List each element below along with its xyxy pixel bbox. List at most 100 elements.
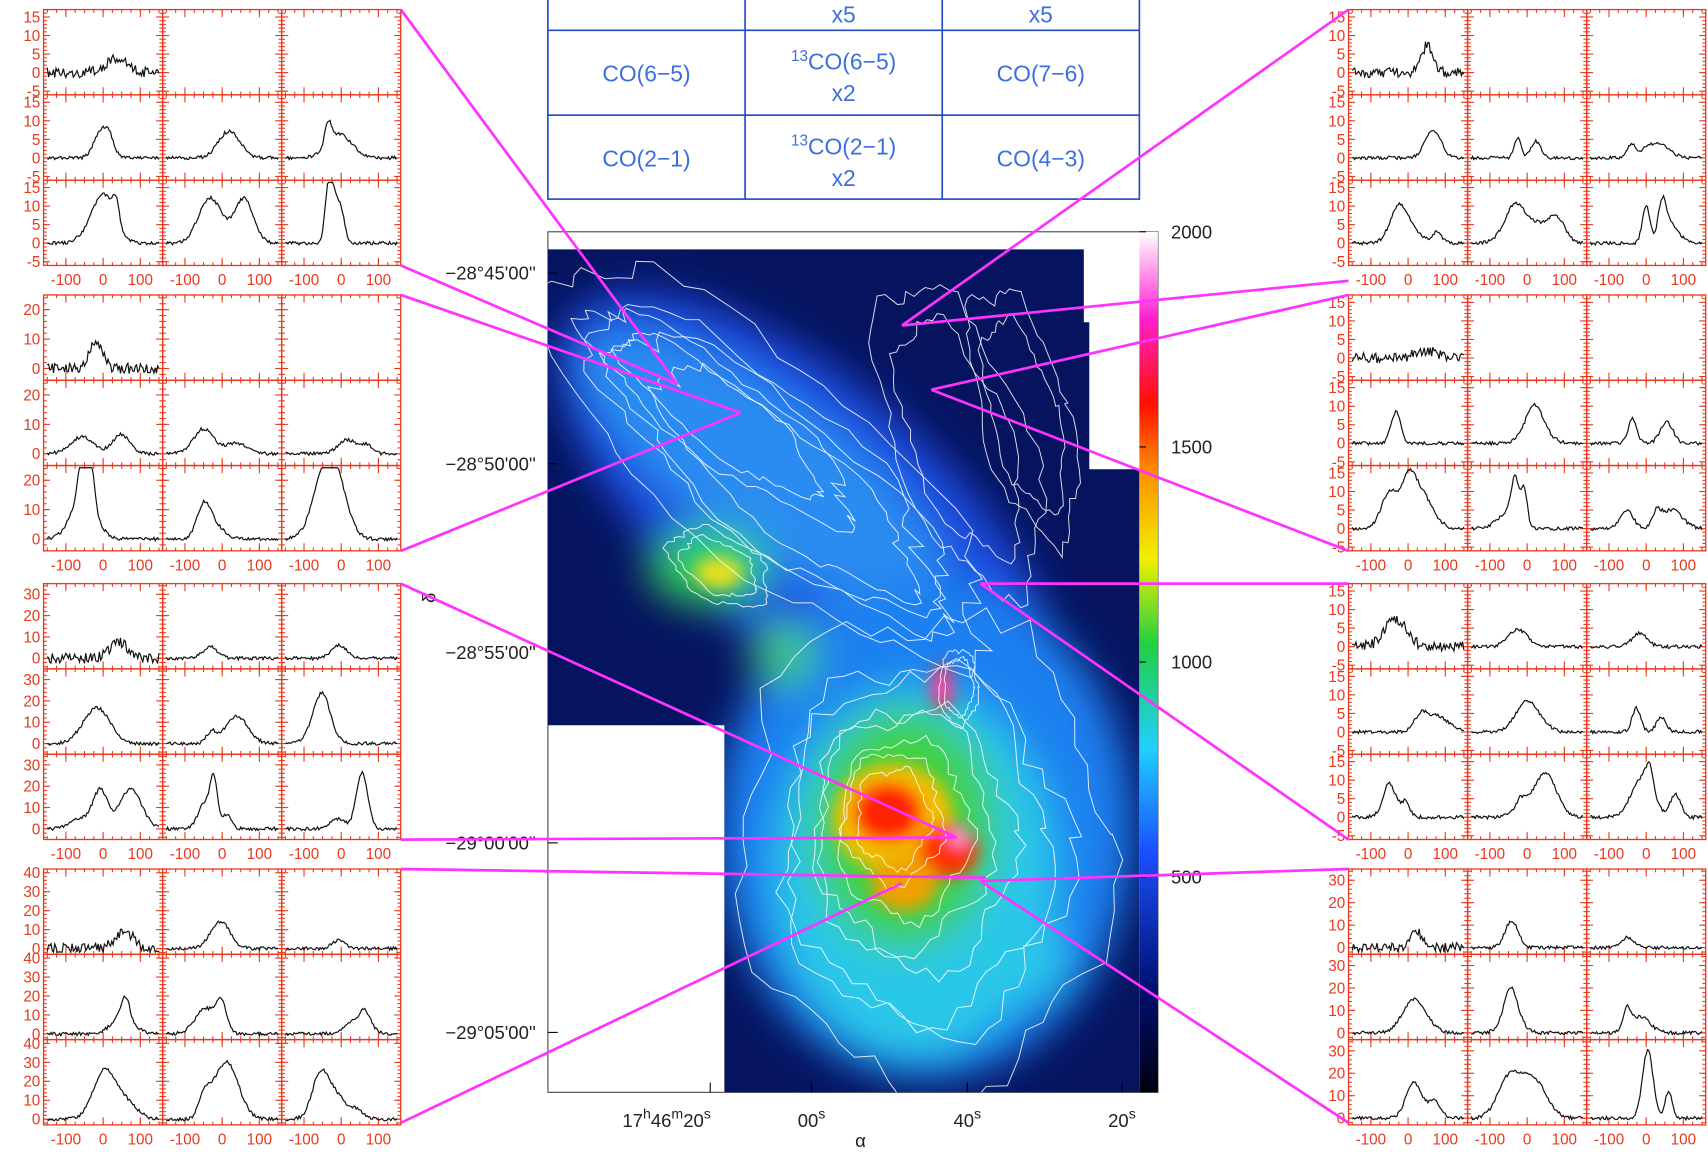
spectrum-trace <box>285 644 397 660</box>
table-cell: 13CO(2−1) <box>791 133 896 160</box>
spectrum-cell <box>1587 380 1706 465</box>
spectrum-cell <box>44 295 163 380</box>
x-tick-label: -100 <box>1475 272 1506 289</box>
spectrum-cell <box>1349 584 1468 669</box>
y-tick-label: 0 <box>32 1112 40 1129</box>
y-tick-label: 10 <box>23 417 40 434</box>
spectra-panel: 010203001020300102030-1000100-1000100-10… <box>23 584 400 863</box>
y-tick-label: 5 <box>1337 417 1345 434</box>
spectra-panel: -5051015-5051015-5051015-1000100-1000100… <box>1328 583 1705 863</box>
spectrum-trace <box>285 692 397 745</box>
y-tick-label: 10 <box>23 332 40 349</box>
spectrum-trace <box>1471 202 1583 244</box>
table-sup: 13 <box>791 48 808 65</box>
ra-label-part: s <box>818 1106 825 1122</box>
x-tick-label: -100 <box>170 557 201 574</box>
spectrum-cell <box>44 954 163 1039</box>
spectrum-trace <box>285 468 397 541</box>
x-tick-label: 0 <box>218 557 226 574</box>
table-note: x5 <box>1029 2 1053 28</box>
y-tick-label: 5 <box>32 47 40 64</box>
y-tick-label: 10 <box>23 629 40 646</box>
x-tick-label: 100 <box>366 557 391 574</box>
y-tick-label: 30 <box>23 884 40 901</box>
y-tick-label: 20 <box>23 693 40 710</box>
spectrum-cell <box>282 10 401 95</box>
table-text: CO(2−1) <box>808 133 896 159</box>
spectrum-cell <box>282 754 401 839</box>
spectrum-cell <box>1349 95 1468 180</box>
x-tick-label: -100 <box>170 1131 201 1148</box>
spectra-panel: 010203040010203040010203040-1000100-1000… <box>23 865 400 1148</box>
y-tick-label: 20 <box>23 302 40 319</box>
table-cell: CO(2−1) <box>602 145 690 171</box>
x-tick-label: -100 <box>289 846 320 863</box>
y-tick-label: 10 <box>23 1007 40 1024</box>
spectrum-cell <box>1349 295 1468 380</box>
ra-label: 20s <box>1108 1106 1136 1131</box>
x-tick-label: 0 <box>218 1131 226 1148</box>
x-tick-label: 100 <box>128 846 153 863</box>
spectrum-cell <box>282 95 401 180</box>
spectrum-trace <box>285 120 397 159</box>
spectrum-trace <box>166 1061 278 1121</box>
spectrum-cell <box>1349 380 1468 465</box>
spectrum-trace <box>1471 475 1583 530</box>
spectrum-trace <box>47 638 159 663</box>
table-note: x2 <box>832 165 856 191</box>
spectrum-cell <box>1587 180 1706 265</box>
dec-label: −28°45'00'' <box>445 263 536 284</box>
y-tick-label: 5 <box>1337 217 1345 234</box>
spectrum-cell <box>1587 10 1706 95</box>
x-tick-label: 100 <box>366 846 391 863</box>
ra-label-part: 00 <box>798 1110 819 1131</box>
y-tick-label: 10 <box>1328 199 1345 216</box>
y-tick-label: 10 <box>1328 484 1345 501</box>
y-tick-label: 0 <box>32 361 40 378</box>
x-tick-label: 100 <box>1671 557 1696 574</box>
x-tick-label: 0 <box>1523 272 1531 289</box>
x-tick-label: 0 <box>99 272 107 289</box>
ra-label-part: 17 <box>622 1110 643 1131</box>
x-tick-label: 0 <box>337 1131 345 1148</box>
y-tick-label: -5 <box>27 254 41 271</box>
spectrum-trace <box>166 715 278 745</box>
x-tick-label: -100 <box>1475 557 1506 574</box>
spectrum-cell <box>1587 95 1706 180</box>
spectrum-trace <box>47 55 159 78</box>
ra-label-part: s <box>1129 1106 1136 1122</box>
dec-label: −29°00'00'' <box>445 832 536 853</box>
spectrum-cell <box>44 869 163 954</box>
spectrum-trace <box>166 500 278 540</box>
table-sup: 13 <box>791 133 808 150</box>
spectrum-cell <box>282 295 401 380</box>
x-tick-label: 100 <box>1433 272 1458 289</box>
x-tick-label: 100 <box>247 846 272 863</box>
x-tick-label: 0 <box>99 1131 107 1148</box>
colorbar-label: 500 <box>1171 867 1202 888</box>
spectrum-trace <box>166 646 278 660</box>
spectrum-cell <box>282 1040 401 1125</box>
colorbar-label: 1500 <box>1171 436 1212 457</box>
x-tick-label: 100 <box>247 557 272 574</box>
y-tick-label: 0 <box>1337 150 1345 167</box>
y-tick-label: 20 <box>23 387 40 404</box>
spectrum-cell <box>1468 10 1587 95</box>
x-tick-label: -100 <box>1594 272 1625 289</box>
spectrum-cell <box>44 95 163 180</box>
y-tick-label: 10 <box>23 922 40 939</box>
y-tick-label: 0 <box>32 736 40 753</box>
y-tick-label: 15 <box>1328 380 1345 397</box>
spectrum-trace <box>47 929 159 952</box>
y-tick-label: 0 <box>32 65 40 82</box>
spectrum-cell <box>1468 180 1587 265</box>
x-tick-label: -100 <box>289 272 320 289</box>
y-tick-label: 30 <box>23 587 40 604</box>
x-tick-label: 100 <box>247 272 272 289</box>
spectrum-trace <box>166 774 278 831</box>
x-tick-label: 0 <box>1523 557 1531 574</box>
y-tick-label: 10 <box>23 800 40 817</box>
spectrum-trace <box>47 468 159 541</box>
spectrum-trace <box>47 341 159 374</box>
